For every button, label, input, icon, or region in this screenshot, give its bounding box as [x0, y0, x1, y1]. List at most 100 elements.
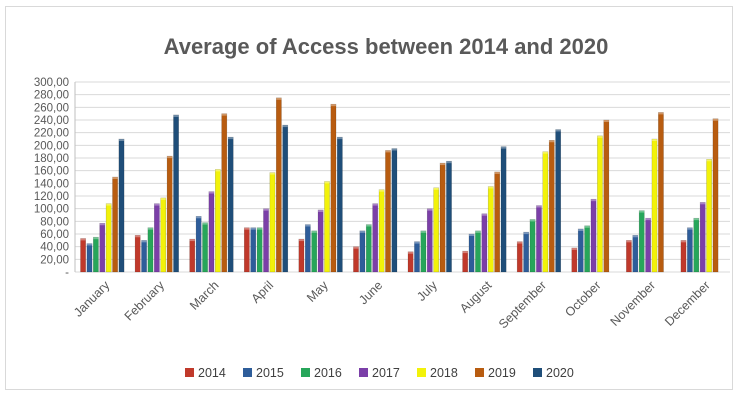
x-tick-label: November: [608, 278, 659, 329]
bar-2016-april: [256, 227, 263, 273]
bar-2015-february: [141, 240, 147, 273]
bar-2017-september: [536, 205, 542, 273]
bar-top-highlight: [712, 118, 719, 121]
bar-top-highlight: [196, 216, 202, 219]
bar-2018-may: [324, 181, 330, 273]
bar-2015-june: [359, 230, 366, 273]
bar-top-highlight: [147, 227, 154, 230]
x-tick-label: October: [562, 278, 603, 319]
bar-top-highlight: [446, 161, 452, 164]
bar-top-highlight: [494, 171, 500, 174]
bar-2019-september: [548, 140, 555, 273]
bar-2014-september: [516, 241, 523, 273]
bar-2018-february: [160, 197, 167, 273]
bar-2020-june: [391, 148, 398, 273]
bar-2016-january: [93, 236, 99, 273]
bar-2014-june: [353, 246, 359, 273]
bar-2015-april: [250, 227, 257, 273]
bar-top-highlight: [276, 97, 282, 100]
bar-2015-september: [523, 231, 530, 273]
bar-2016-december: [693, 217, 700, 273]
bar-top-highlight: [202, 222, 208, 225]
bar-2017-july: [426, 208, 433, 273]
y-tick-label: 280,00: [34, 90, 69, 102]
bar-2018-august: [487, 186, 494, 273]
bar-2014-october: [571, 247, 578, 273]
bar-2016-may: [311, 230, 318, 273]
bar-top-highlight: [93, 237, 99, 240]
y-tick-label: 160,00: [34, 166, 69, 178]
bar-top-highlight: [632, 235, 638, 238]
x-tick-label: April: [249, 278, 277, 306]
bar-top-highlight: [318, 209, 324, 212]
bar-2018-november: [651, 138, 658, 273]
bar-top-highlight: [597, 135, 603, 138]
y-tick-label: -: [65, 267, 69, 279]
y-tick-label: 20,00: [40, 254, 69, 266]
legend: 2014 2015 2016 2017 2018 2019 2020: [185, 366, 574, 380]
y-tick-label: 180,00: [34, 153, 69, 165]
bar-top-highlight: [578, 228, 584, 231]
bar-top-highlight: [700, 202, 706, 205]
bar-2015-august: [468, 233, 475, 273]
bar-top-highlight: [385, 150, 391, 153]
legend-label-2014: 2014: [198, 366, 226, 380]
bar-top-highlight: [462, 251, 468, 254]
bar-2017-october: [590, 198, 597, 273]
bar-top-highlight: [536, 205, 542, 208]
bar-2014-february: [134, 235, 141, 273]
bar-top-highlight: [324, 181, 330, 184]
bar-2018-july: [433, 187, 440, 273]
bar-top-highlight: [603, 120, 609, 122]
bar-top-highlight: [475, 230, 481, 233]
bar-top-highlight: [542, 151, 548, 154]
bar-top-highlight: [414, 241, 420, 244]
bar-2019-january: [112, 176, 118, 273]
bar-top-highlight: [86, 243, 93, 246]
legend-swatch-2017: [359, 368, 368, 377]
bar-top-highlight: [407, 251, 414, 254]
bar-top-highlight: [626, 240, 632, 243]
x-tick-label: December: [662, 278, 713, 329]
bar-2016-july: [420, 230, 427, 273]
bar-top-highlight: [359, 230, 366, 233]
bar-top-highlight: [173, 114, 179, 117]
x-tick-label: February: [122, 278, 168, 324]
bar-top-highlight: [639, 210, 645, 213]
legend-label-2018: 2018: [430, 366, 458, 380]
bar-top-highlight: [555, 129, 561, 132]
bar-top-highlight: [427, 208, 433, 211]
bar-2020-may: [336, 136, 343, 273]
bar-top-highlight: [366, 224, 372, 227]
bar-2015-january: [86, 243, 93, 273]
bar-2018-september: [542, 151, 549, 273]
bar-top-highlight: [517, 241, 523, 244]
legend-label-2017: 2017: [372, 366, 400, 380]
bar-2017-march: [208, 191, 215, 273]
bar-2016-september: [529, 219, 536, 273]
bar-2016-august: [475, 230, 481, 273]
legend-swatch-2015: [243, 368, 252, 377]
y-tick-label: 200,00: [34, 140, 69, 152]
bar-top-highlight: [141, 240, 147, 243]
y-tick-label: 300,00: [34, 77, 69, 89]
x-tick-label: September: [496, 278, 549, 331]
bar-2014-july: [407, 251, 414, 273]
bar-top-highlight: [244, 227, 250, 230]
bar-2019-july: [439, 162, 446, 273]
bar-top-highlight: [135, 235, 141, 238]
bar-2015-november: [632, 235, 639, 273]
bar-top-highlight: [523, 232, 529, 235]
bar-top-highlight: [167, 156, 173, 159]
legend-label-2020: 2020: [546, 366, 574, 380]
bar-2016-october: [584, 225, 590, 273]
bar-2014-april: [243, 227, 250, 273]
bar-top-highlight: [433, 187, 439, 190]
legend-swatch-2020: [533, 368, 542, 377]
bar-2020-july: [446, 160, 452, 273]
bar-2015-october: [577, 228, 584, 273]
bar-2020-february: [173, 114, 179, 273]
bar-top-highlight: [379, 189, 385, 192]
bar-top-highlight: [488, 186, 494, 189]
